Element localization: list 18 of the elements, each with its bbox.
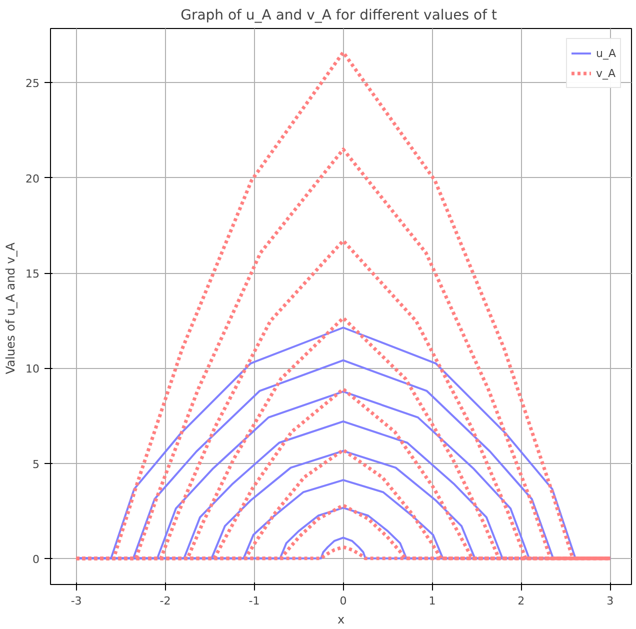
legend-label: v_A (596, 66, 616, 80)
y-axis-title: Values of u_A and v_A (4, 242, 18, 374)
y-tick-label: 25 (26, 77, 40, 90)
y-tick-label: 20 (26, 172, 40, 186)
y-tick-label: 5 (32, 458, 40, 471)
legend-label: u_A (596, 46, 616, 60)
y-tick-label: 0 (32, 552, 40, 566)
x-tick-label: -2 (160, 594, 171, 608)
x-tick-label: -1 (248, 594, 260, 608)
y-tick-label: 10 (26, 362, 40, 376)
x-axis-title: x (337, 612, 345, 626)
x-tick-label: -3 (70, 594, 82, 608)
x-tick-label: 1 (428, 594, 436, 608)
chart-title: Graph of u_A and v_A for different values of t (180, 8, 498, 24)
x-tick-label: 2 (518, 594, 525, 608)
x-tick-label: 0 (340, 594, 347, 608)
x-tick-label: 3 (606, 594, 614, 608)
y-tick-label: 15 (26, 268, 40, 281)
